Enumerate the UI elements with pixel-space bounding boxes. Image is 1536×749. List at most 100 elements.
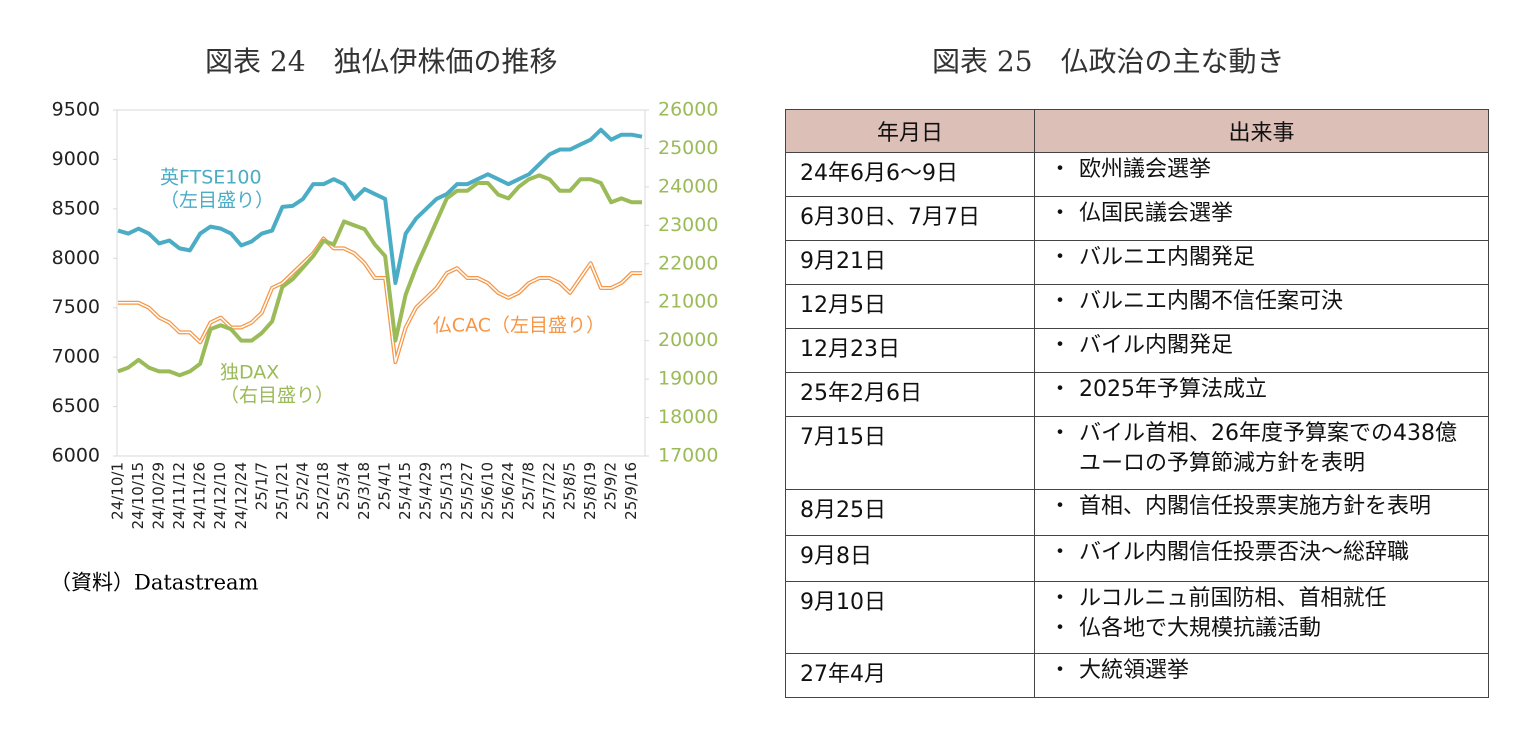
series-line-inner [118,237,642,363]
x-tick-label: 25/5/27 [458,462,476,520]
header-cell: 出来事 [1034,109,1489,153]
annotation: 英FTSE100 [160,167,262,189]
x-tick-label: 24/12/24 [232,462,250,529]
header-cell: 年月日 [785,109,1035,153]
table-row: 25年2月6日 2025年予算法成立 [785,372,1489,417]
table-row: 7月15日バイル首相、26年度予算案での438億ユーロの予算節減方針を表明 [785,416,1489,490]
event-cell: 首相、内閣信任投票実施方針を表明 [1034,489,1489,536]
x-tick-label: 25/6/10 [478,462,496,520]
date-cell: 6月30日、7月7日 [785,196,1035,241]
y2-tick-label: 21000 [658,291,718,313]
series-line [117,127,643,285]
y-tick-label: 7000 [52,346,100,368]
annotation: 独DAX [220,362,279,384]
x-tick-label: 25/9/2 [602,462,620,510]
table-title: 図表 25 仏政治の主な動き [932,45,1285,78]
x-tick-label: 24/12/10 [211,462,229,529]
event-list: 欧州議会選挙 [1049,155,1474,185]
chart-title: 図表 24 独仏伊株価の推移 [205,45,558,78]
series-line [118,236,642,365]
event-cell: 2025年予算法成立 [1034,372,1489,417]
x-tick-label: 24/10/1 [109,462,127,520]
event-list: バルニエ内閣不信任案可決 [1049,287,1474,317]
x-tick-label: 25/7/22 [540,462,558,520]
event-list: バイル内閣信任投票否決～総辞職 [1049,538,1474,568]
event-cell: 大統領選挙 [1034,653,1489,698]
event-list: 2025年予算法成立 [1049,375,1474,405]
source: （資料）Datastream [50,571,259,595]
table-row: 8月25日首相、内閣信任投票実施方針を表明 [785,489,1489,536]
event-list: 首相、内閣信任投票実施方針を表明 [1049,492,1474,522]
y-tick-label: 6500 [52,395,100,417]
event-item: 2025年予算法成立 [1049,375,1474,405]
event-cell: バイル首相、26年度予算案での438億ユーロの予算節減方針を表明 [1034,416,1489,490]
event-list: バイル内閣発足 [1049,331,1474,361]
x-tick-label: 25/7/8 [519,462,537,510]
events-table: 年月日 出来事 24年6月6～9日欧州議会選挙6月30日、7月7日仏国民議会選挙… [785,109,1489,698]
x-tick-label: 25/8/19 [581,462,599,520]
y2-tick-label: 23000 [658,214,718,236]
event-cell: バルニエ内閣不信任案可決 [1034,284,1489,329]
table-row: 9月10日ルコルニュ前国防相、首相就任仏各地で大規模抗議活動 [785,581,1489,654]
event-list: ルコルニュ前国防相、首相就任仏各地で大規模抗議活動 [1049,584,1474,644]
date-cell: 12月5日 [785,284,1035,329]
header-row: 年月日 出来事 [785,109,1489,153]
date-cell: 9月21日 [785,240,1035,285]
table-row: 9月8日バイル内閣信任投票否決～総辞職 [785,535,1489,582]
chart: （資料）Datastream 6000 6500 7000 7500 8000 8500 9… [50,99,718,595]
table-row: 12月23日バイル内閣発足 [785,328,1489,373]
event-list: 大統領選挙 [1049,656,1474,686]
event-cell: 欧州議会選挙 [1034,152,1489,197]
x-tick-label: 25/4/1 [376,462,394,510]
x-tick-label: 25/2/18 [314,462,332,520]
date-cell: 9月10日 [785,581,1035,654]
event-item: バイル内閣信任投票否決～総辞職 [1049,538,1474,568]
table-row: 12月5日バルニエ内閣不信任案可決 [785,284,1489,329]
annotation: （左目盛り） [160,190,274,212]
event-item: バルニエ内閣発足 [1049,243,1474,273]
event-item: バイル内閣発足 [1049,331,1474,361]
date-cell: 12月23日 [785,328,1035,373]
x-tick-label: 25/6/24 [499,462,517,520]
table-row: 9月21日バルニエ内閣発足 [785,240,1489,285]
date-cell: 24年6月6～9日 [785,152,1035,197]
date-cell: 27年4月 [785,653,1035,698]
x-tick-label: 24/10/15 [129,462,147,529]
event-item: ルコルニュ前国防相、首相就任 [1049,584,1474,614]
x-tick-label: 24/11/12 [170,462,188,529]
x-tick-label: 25/3/18 [355,462,373,520]
y2-tick-label: 25000 [658,137,718,159]
y2-tick-label: 24000 [658,175,718,197]
x-tick-label: 24/10/29 [150,462,168,529]
y-tick-label: 6000 [52,445,100,467]
event-item: 欧州議会選挙 [1049,155,1474,185]
event-cell: バイル内閣信任投票否決～総辞職 [1034,535,1489,582]
event-cell: ルコルニュ前国防相、首相就任仏各地で大規模抗議活動 [1034,581,1489,654]
y-tick-label: 9000 [52,148,100,170]
date-cell: 25年2月6日 [785,372,1035,417]
x-tick-label: 25/2/4 [293,462,311,510]
series-line [117,173,642,378]
table-row: 27年4月大統領選挙 [785,653,1489,698]
y2-tick-label: 20000 [658,329,718,351]
event-list: 仏国民議会選挙 [1049,199,1474,229]
plot-area [116,109,646,457]
x-tick-label: 25/1/7 [252,462,270,510]
x-tick-label: 25/4/15 [396,462,414,520]
event-cell: 仏国民議会選挙 [1034,196,1489,241]
date-cell: 7月15日 [785,416,1035,490]
y2-tick-label: 19000 [658,368,718,390]
table-row: 24年6月6～9日欧州議会選挙 [785,152,1489,197]
event-item: 大統領選挙 [1049,656,1474,686]
x-tick-label: 25/9/16 [622,462,640,520]
event-item: 首相、内閣信任投票実施方針を表明 [1049,492,1474,522]
x-tick-label: 25/3/4 [335,462,353,510]
annotation: （右目盛り） [220,385,334,407]
y2-tick-label: 22000 [658,252,718,274]
y2-tick-label: 18000 [658,406,718,428]
x-tick-label: 25/4/29 [417,462,435,520]
event-item: バイル首相、26年度予算案での438億ユーロの予算節減方針を表明 [1049,419,1474,479]
y-tick-label: 9500 [52,99,100,121]
x-tick-label: 25/5/13 [437,462,455,520]
